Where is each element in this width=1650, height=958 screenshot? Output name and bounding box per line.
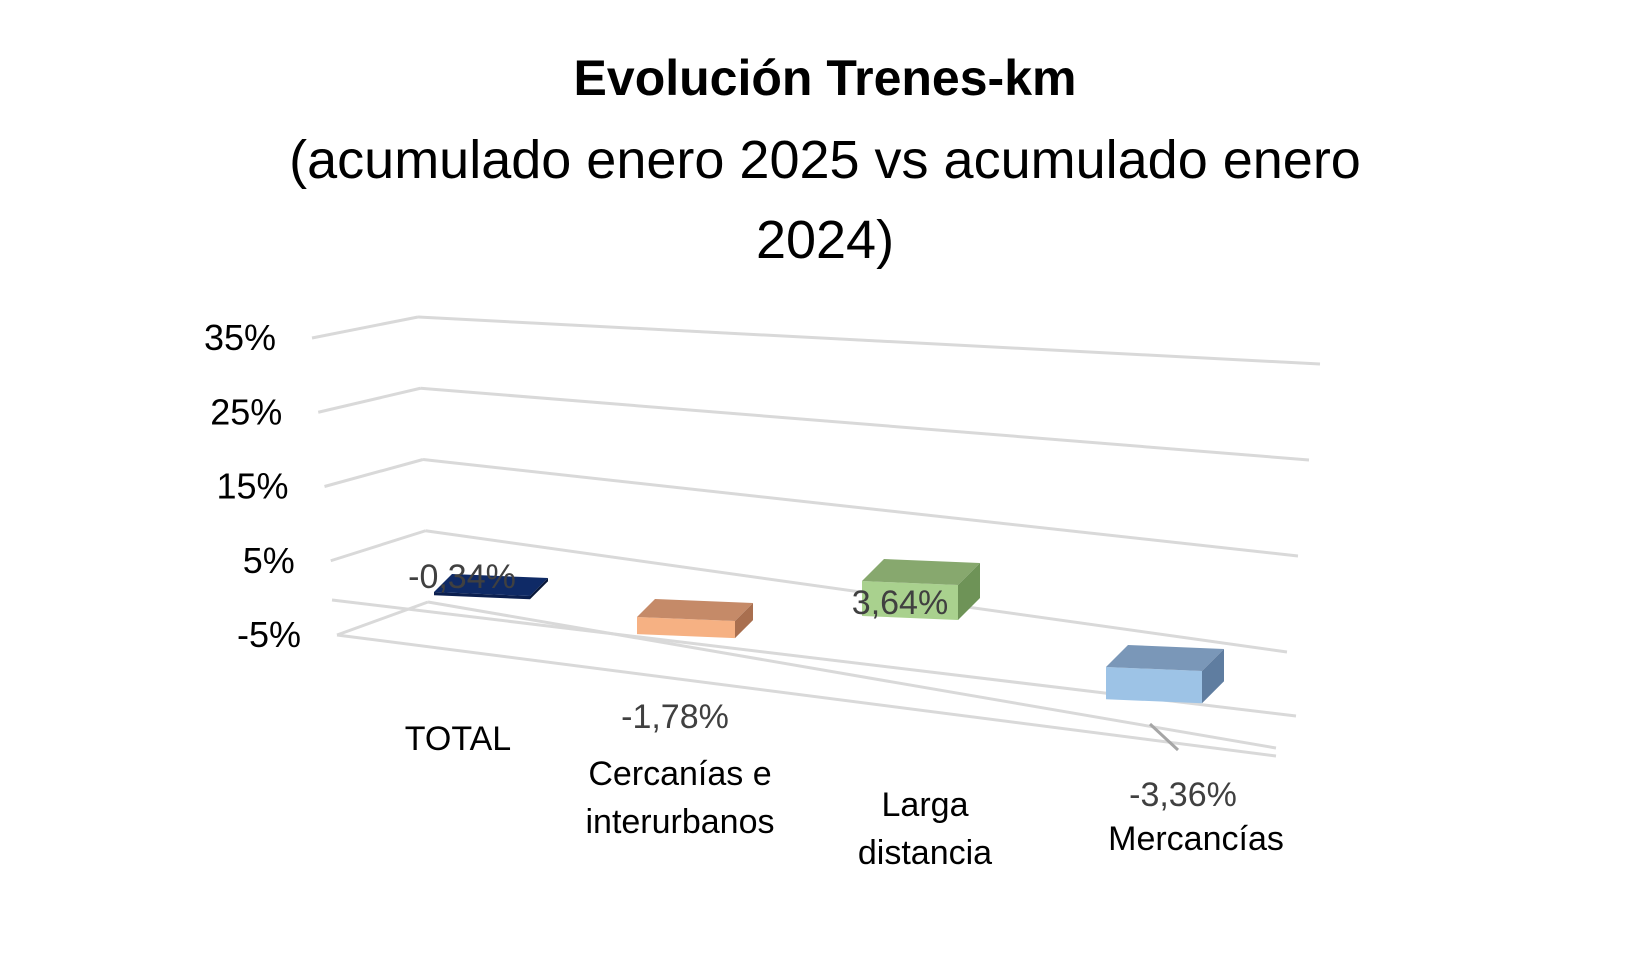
gridline-back <box>427 600 1277 750</box>
bar-front <box>1106 667 1202 704</box>
chart-title: Evolución Trenes-km <box>573 50 1077 106</box>
category-label-line: distancia <box>858 834 992 872</box>
bar-side <box>958 563 980 620</box>
gridline-left <box>317 386 421 414</box>
gridline-left <box>336 600 429 637</box>
y-tick-label: -5% <box>237 614 301 655</box>
bar-side <box>735 603 753 639</box>
category-label: TOTAL <box>405 720 511 758</box>
x-axis-categories: TOTAL Cercanías e interurbanos Larga distanc… <box>405 720 1284 872</box>
category-label: Mercancías <box>1108 820 1284 858</box>
category-label-line: Cercanías e <box>588 755 771 793</box>
category-label-line: TOTAL <box>405 720 511 758</box>
data-label: -1,78% <box>621 698 729 736</box>
gridline-back <box>425 529 1288 654</box>
gridlines <box>311 315 1321 758</box>
bar-top <box>1106 645 1224 671</box>
bar-top <box>862 559 980 586</box>
data-label: 3,64% <box>852 584 948 622</box>
data-label: -3,36% <box>1129 776 1237 814</box>
gridline-left <box>330 529 426 563</box>
category-label-line: Mercancías <box>1108 820 1284 858</box>
category-label: Cercanías e interurbanos <box>585 755 774 841</box>
gridline-back <box>417 315 1321 366</box>
bar-side <box>1202 649 1224 704</box>
floor-front-edge <box>336 633 1277 758</box>
bar-front <box>862 581 958 620</box>
bars <box>434 559 1224 704</box>
bar-top <box>637 599 753 621</box>
bar-front <box>637 617 735 639</box>
category-label: Larga distancia <box>858 786 992 872</box>
chart-subtitle: (acumulado enero 2025 vs acumulado enero… <box>289 130 1361 270</box>
data-label-leader <box>1148 722 1180 752</box>
gridline-back <box>422 458 1299 558</box>
bar-side <box>530 578 548 600</box>
y-tick-label: 15% <box>216 466 288 507</box>
gridline-left <box>311 315 419 340</box>
data-labels: -0,34% -1,78% 3,64% -3,36% <box>408 558 1237 814</box>
bar-top <box>434 574 548 596</box>
gridline-left <box>324 458 424 488</box>
category-label-line: interurbanos <box>585 803 774 841</box>
bar-front <box>434 592 530 600</box>
y-axis-ticks: -5% 5% 15% 25% 35% <box>204 317 301 655</box>
y-tick-label: 5% <box>243 540 295 581</box>
category-label-line: Larga <box>882 786 969 824</box>
gridline-back <box>420 386 1310 462</box>
y-tick-label: 25% <box>210 391 282 432</box>
data-label: -0,34% <box>408 558 516 596</box>
y-tick-label: 35% <box>204 317 276 358</box>
